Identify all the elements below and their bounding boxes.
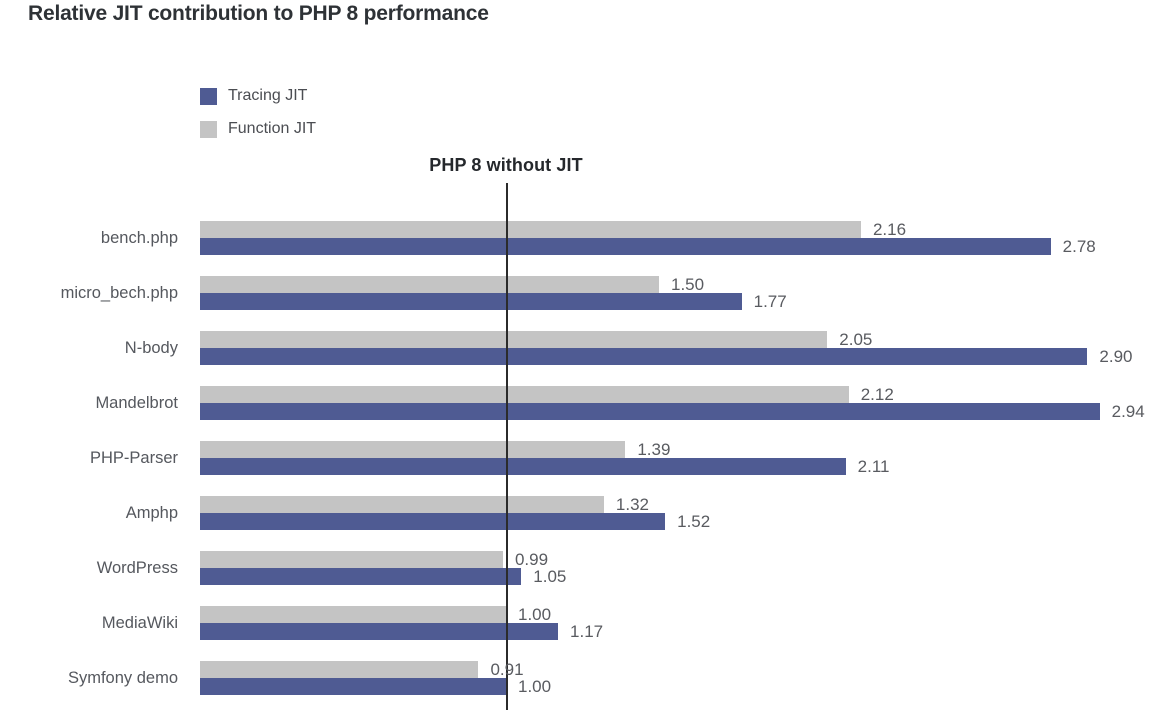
tracing-jit-bar: [200, 293, 742, 310]
function-jit-value-label: 0.91: [490, 659, 524, 679]
category-label: Symfony demo: [67, 669, 178, 687]
function-jit-bar: [200, 276, 659, 293]
reference-line: [506, 183, 508, 710]
function-jit-bar: [200, 386, 849, 403]
reference-line-label: PHP 8 without JIT: [429, 155, 583, 175]
function-jit-value-label: 1.39: [637, 439, 671, 459]
tracing-jit-value-label: 1.52: [677, 511, 711, 531]
function-jit-value-label: 2.16: [872, 219, 907, 239]
tracing-jit-bar: [200, 403, 1100, 420]
category-label: bench.php: [100, 229, 178, 247]
chart-legend: Tracing JIT Function JIT: [200, 86, 316, 152]
function-jit-bar: [200, 221, 861, 238]
category-label: Amphp: [125, 504, 178, 522]
category-label: Mandelbrot: [95, 394, 178, 412]
function-jit-value-label: 1.00: [518, 604, 552, 624]
function-jit-bar: [200, 551, 503, 568]
legend-item-tracing-jit: Tracing JIT: [200, 86, 316, 106]
category-label: WordPress: [96, 559, 178, 577]
category-label: micro_bech.php: [60, 284, 178, 302]
chart-title: Relative JIT contribution to PHP 8 perfo…: [28, 2, 489, 25]
tracing-jit-value-label: 1.00: [518, 676, 552, 696]
tracing-jit-bar: [200, 568, 522, 585]
tracing-jit-bar: [200, 513, 666, 530]
category-label: N-body: [124, 339, 178, 357]
function-jit-bar: [200, 661, 479, 678]
function-jit-value-label: 2.05: [839, 329, 873, 349]
legend-label-tracing-jit: Tracing JIT: [228, 87, 308, 104]
function-jit-bar: [200, 496, 604, 513]
tracing-jit-bar: [200, 678, 506, 695]
legend-label-function-jit: Function JIT: [228, 120, 317, 137]
tracing-jit-value-label: 2.11: [857, 456, 890, 476]
function-jit-value-label: 2.12: [860, 384, 894, 404]
tracing-jit-swatch-icon: [200, 87, 217, 105]
function-jit-bar: [200, 331, 828, 348]
tracing-jit-value-label: 2.78: [1062, 236, 1096, 256]
function-jit-bar: [200, 606, 506, 623]
tracing-jit-value-label: 1.77: [753, 291, 787, 311]
tracing-jit-value-label: 1.05: [533, 566, 567, 586]
function-jit-value-label: 1.32: [615, 494, 649, 514]
tracing-jit-bar: [200, 623, 559, 640]
function-jit-swatch-icon: [200, 120, 217, 138]
tracing-jit-bar: [200, 348, 1088, 365]
function-jit-value-label: 1.50: [671, 274, 705, 294]
tracing-jit-bar: [200, 458, 846, 475]
tracing-jit-bar: [200, 238, 1051, 255]
function-jit-value-label: 0.99: [514, 549, 549, 569]
category-label: PHP-Parser: [89, 449, 178, 467]
legend-item-function-jit: Function JIT: [200, 119, 316, 139]
category-label: MediaWiki: [101, 614, 178, 632]
tracing-jit-value-label: 2.94: [1111, 401, 1145, 421]
tracing-jit-value-label: 2.90: [1099, 346, 1133, 366]
function-jit-bar: [200, 441, 626, 458]
tracing-jit-value-label: 1.17: [570, 621, 604, 641]
